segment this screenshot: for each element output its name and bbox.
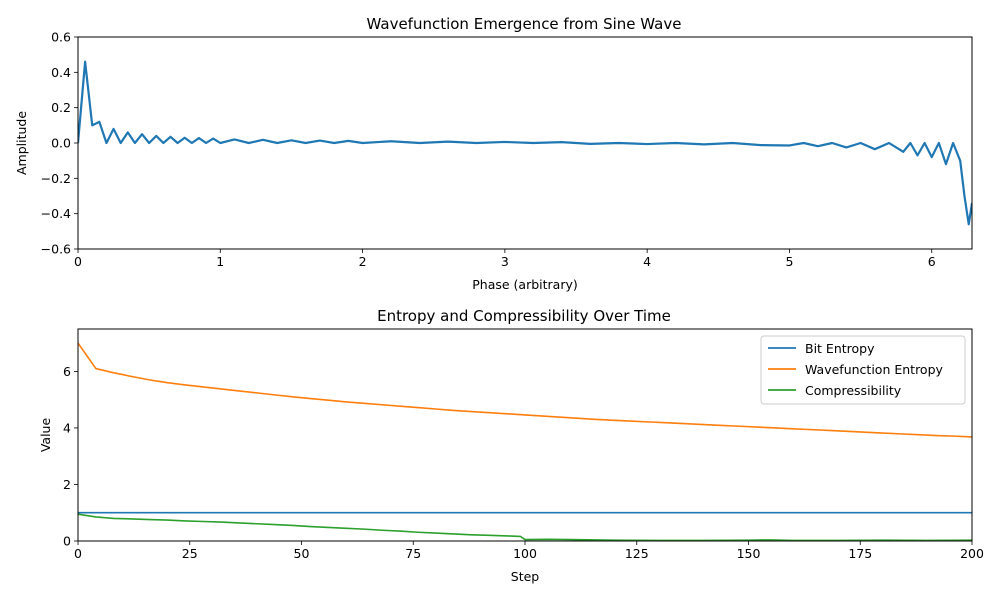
x-tick-label: 4 — [643, 254, 651, 269]
chart-title: Wavefunction Emergence from Sine Wave — [367, 15, 682, 33]
y-tick-label: 0.2 — [51, 100, 71, 115]
series-line-compressibility — [78, 513, 972, 541]
legend-label-bit-entropy: Bit Entropy — [805, 341, 875, 356]
y-tick-label: −0.4 — [41, 206, 71, 221]
x-tick-label: 1 — [216, 254, 224, 269]
chart-title: Entropy and Compressibility Over Time — [377, 307, 671, 325]
plot-area: 0 1 2 3 4 5 6 −0.6 −0.4 −0.2 0.0 0.2 0.4 0.6 — [41, 30, 972, 269]
y-tick-label: 0 — [63, 534, 71, 549]
x-tick-label: 50 — [294, 546, 310, 561]
x-tick-label: 175 — [848, 546, 872, 561]
y-tick-label: 0.4 — [51, 65, 71, 80]
legend-box — [760, 335, 966, 405]
x-tick-label: 150 — [737, 546, 761, 561]
x-tick-label: 3 — [501, 254, 509, 269]
x-tick-label: 6 — [928, 254, 936, 269]
y-tick-label: −0.2 — [41, 171, 71, 186]
y-axis-label: Amplitude — [14, 111, 29, 175]
x-tick-label: 0 — [74, 254, 82, 269]
y-tick-label: 0.0 — [51, 136, 71, 151]
y-tick-label: 2 — [63, 477, 71, 492]
x-axis-label: Step — [511, 569, 540, 584]
entropy-panel: Entropy and Compressibility Over Time 0 2… — [38, 307, 984, 584]
series-line-wavefunction-entropy — [78, 342, 972, 438]
plot-area: 0 25 50 75 100 125 150 175 200 0 2 4 6 — [63, 342, 984, 561]
y-tick-label: 4 — [63, 420, 71, 435]
legend-label-compressibility: Compressibility — [805, 383, 902, 398]
x-tick-label: 200 — [960, 546, 984, 561]
y-axis-label: Value — [38, 418, 53, 453]
legend-label-wavefunction-entropy: Wavefunction Entropy — [805, 362, 944, 377]
legend: Bit Entropy Wavefunction Entropy Compres… — [760, 335, 966, 405]
x-tick-label: 5 — [785, 254, 793, 269]
y-tick-label: 6 — [63, 364, 71, 379]
y-tick-label: 0.6 — [51, 30, 71, 45]
x-tick-label: 0 — [74, 546, 82, 561]
x-axis-label: Phase (arbitrary) — [472, 277, 578, 292]
x-tick-label: 75 — [405, 546, 421, 561]
x-tick-label: 25 — [182, 546, 198, 561]
axes-frame — [77, 328, 973, 542]
wavefunction-panel: Wavefunction Emergence from Sine Wave 0 1… — [14, 15, 973, 292]
x-tick-label: 100 — [513, 546, 537, 561]
series-line-0 — [78, 60, 972, 226]
y-tick-label: −0.6 — [41, 242, 71, 257]
axes-frame — [77, 36, 973, 250]
x-tick-label: 125 — [625, 546, 649, 561]
x-tick-label: 2 — [359, 254, 367, 269]
